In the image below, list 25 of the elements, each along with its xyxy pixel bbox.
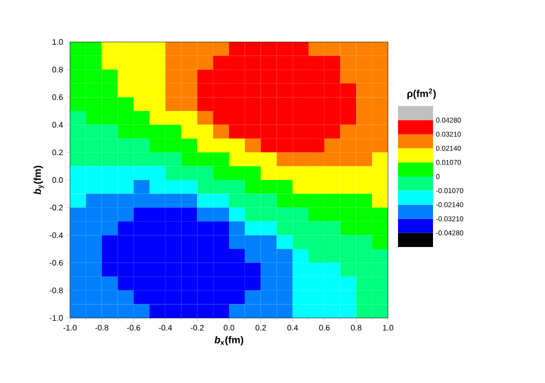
x-tick-label: -0.8 — [95, 324, 108, 331]
y-tick-label: 0.2 — [52, 150, 63, 156]
x-tick-label: 0.2 — [256, 324, 266, 331]
y-tick-label: -1.0 — [50, 315, 63, 321]
y-axis-title: b$_{y}$(fm) — [34, 166, 44, 195]
x-tick-label: 0.4 — [287, 324, 298, 331]
y-tick-label: 0.6 — [52, 94, 63, 100]
y-tick-label: 1.0 — [52, 39, 63, 45]
y-tick-label: 0.8 — [52, 66, 63, 72]
y-tick-label: -0.8 — [50, 288, 63, 294]
y-tick-label: -0.4 — [50, 232, 63, 238]
y-tick-label: -0.6 — [50, 260, 63, 266]
x-axis-title: b$_{x}$(fm) — [214, 336, 244, 346]
x-tick-label: -0.6 — [127, 324, 140, 331]
color-bar-title: ρ(fm$^{2}$) — [407, 88, 436, 100]
y-tick-label: -0.2 — [50, 204, 63, 210]
y-tick-label: 0.0 — [52, 177, 63, 183]
x-tick-label: -0.2 — [190, 324, 204, 331]
x-tick-label: 0.8 — [350, 324, 362, 331]
x-tick-label: 0.6 — [319, 324, 330, 331]
x-tick-label: 0.0 — [224, 324, 234, 331]
x-tick-label: -1.0 — [63, 324, 77, 331]
x-tick-label: -0.4 — [158, 324, 172, 331]
x-tick-label: 1.0 — [383, 324, 394, 331]
y-tick-label: 0.4 — [52, 122, 63, 128]
